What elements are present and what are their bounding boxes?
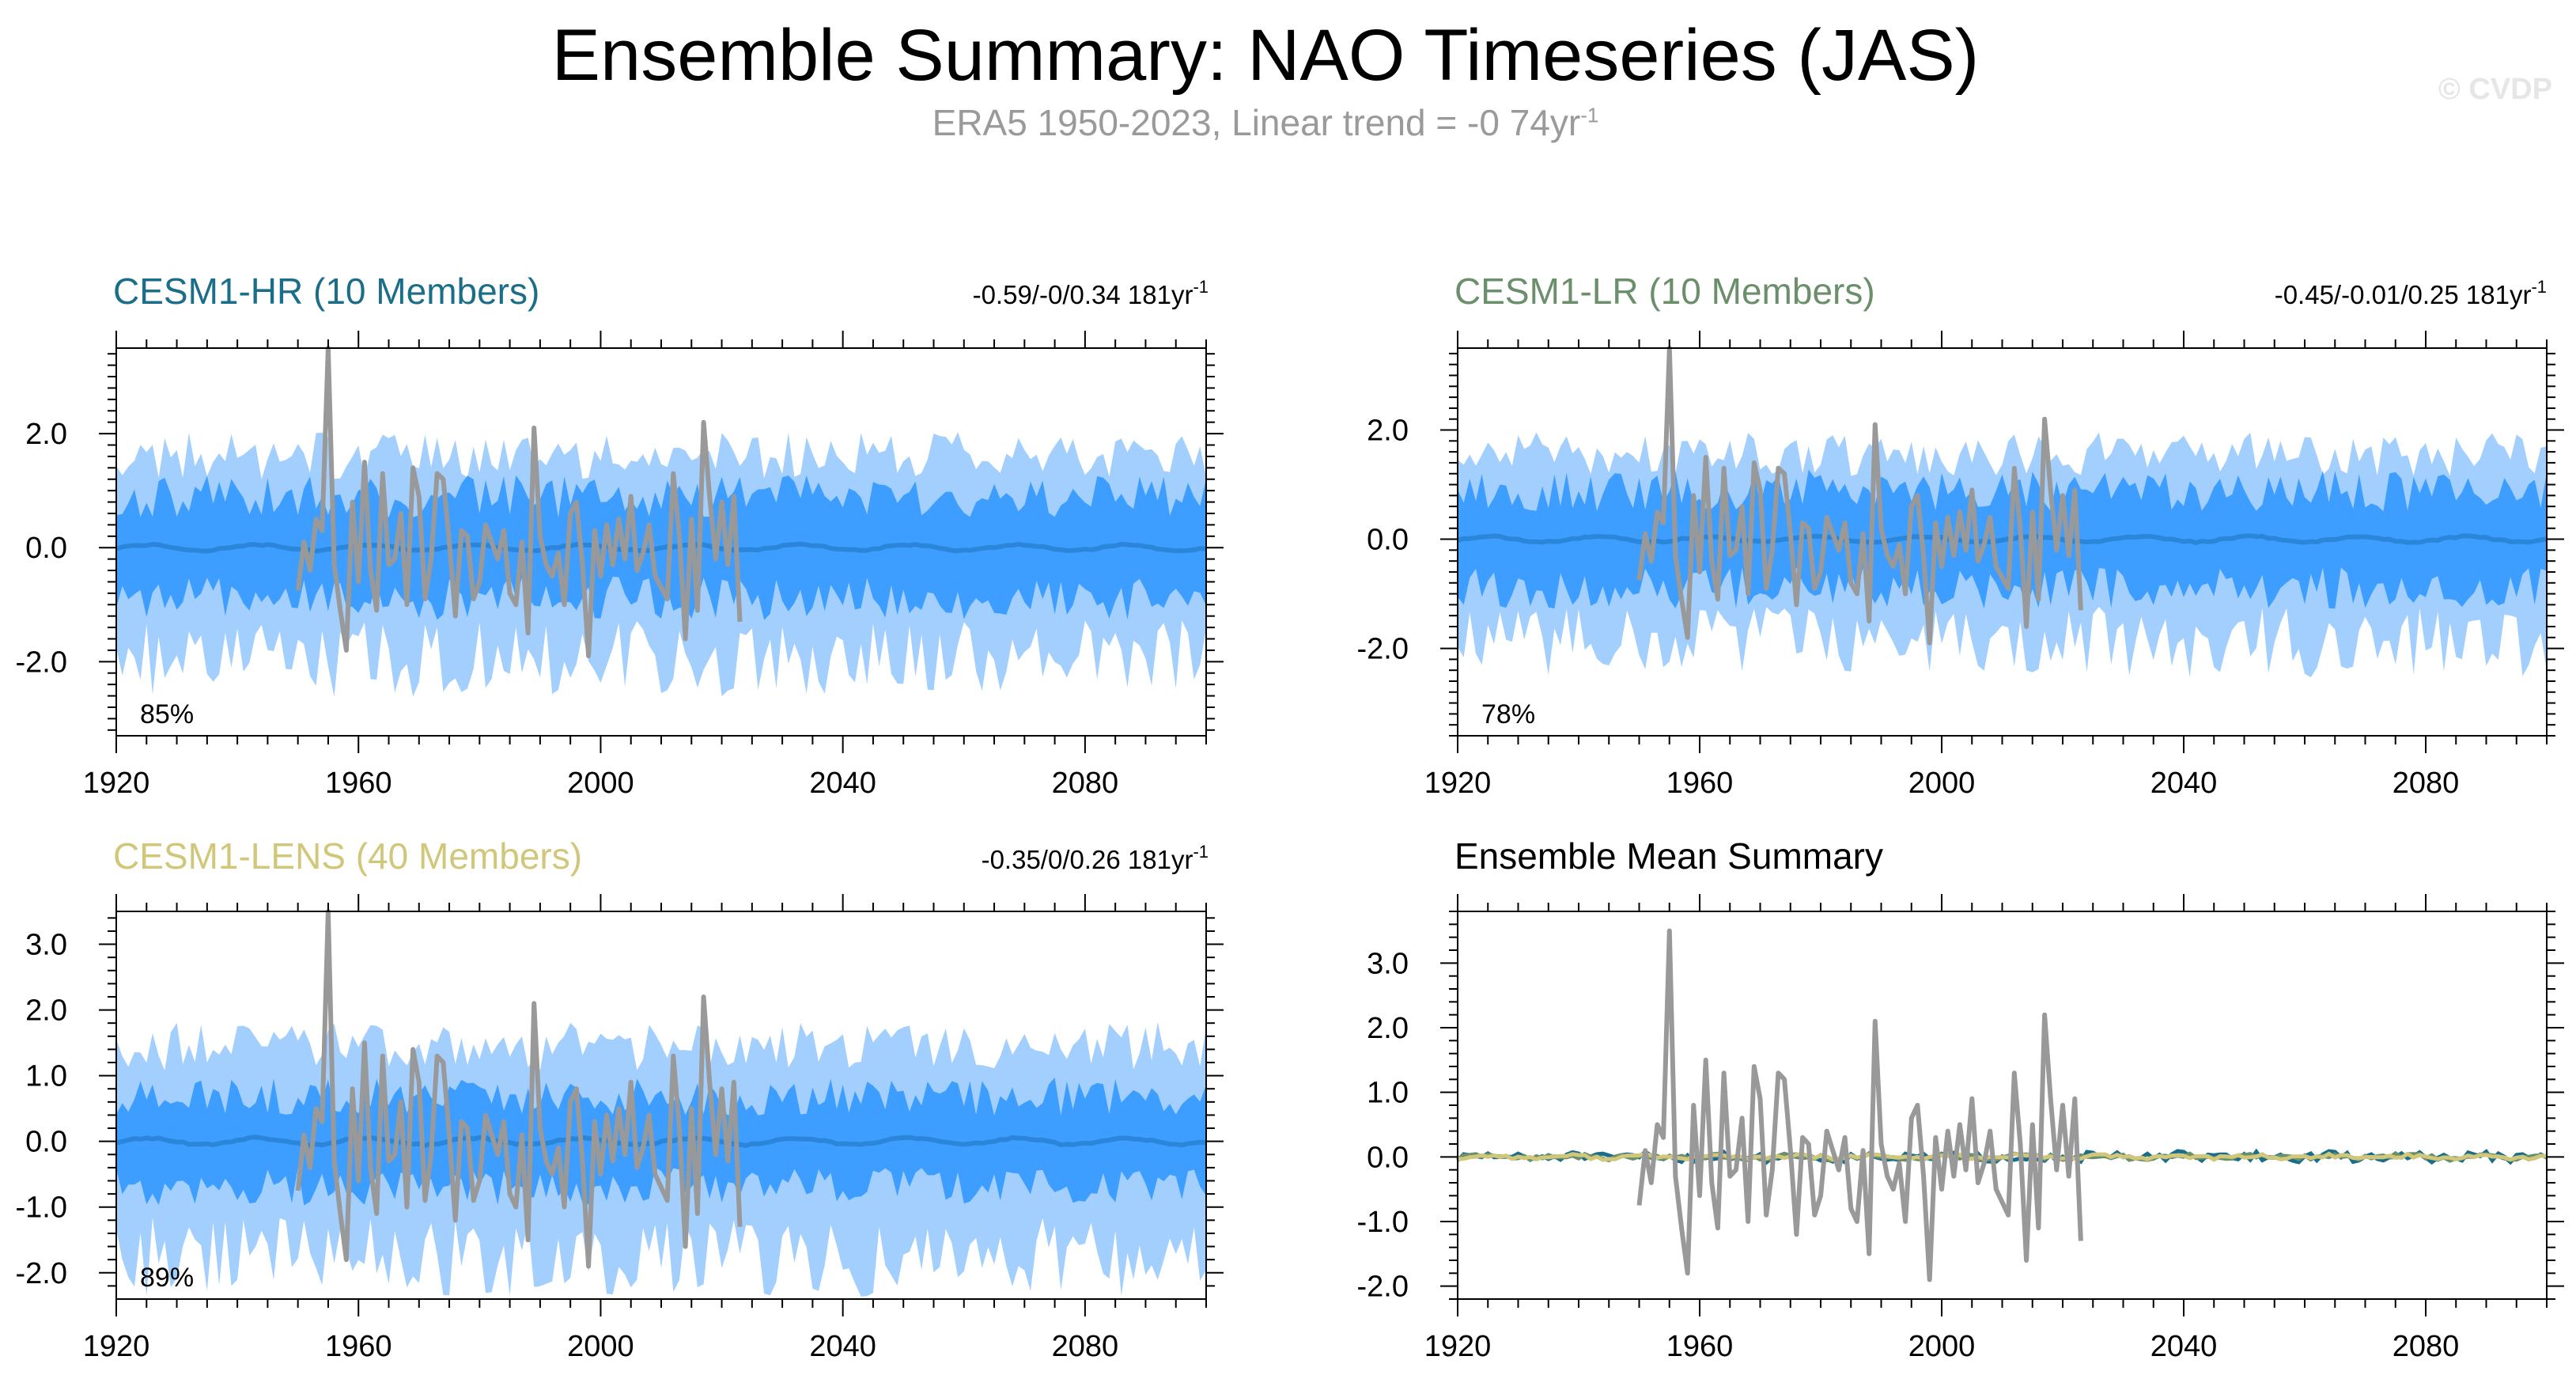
y-tick-label: -2.0 [1357,1271,1409,1304]
percent-label-hr: 85% [140,699,194,729]
panel-stats-hr: -0.59/-0/0.34 181yr-1 [973,277,1209,309]
y-tick-label: 0.0 [25,1126,67,1159]
x-tick-label: 1960 [325,767,392,800]
observed-line-mean [1636,928,2083,1282]
x-tick-label: 1960 [325,1330,392,1363]
y-tick-label: 3.0 [25,929,67,962]
y-tick-label: -2.0 [16,1257,67,1290]
ensemble-mean-lens [1457,1151,2548,1162]
y-tick-label: -1.0 [1357,1206,1409,1239]
panel-title-lr: CESM1-LR (10 Members) [1454,271,1875,312]
plot-frame-mean [1457,911,2548,1300]
y-tick-label: -2.0 [16,646,67,679]
x-tick-label: 1920 [83,767,150,800]
percent-label-lr: 78% [1481,699,1535,729]
y-tick-label: 0.0 [1367,524,1409,557]
page-title: Ensemble Summary: NAO Timeseries (JAS) [551,15,1980,96]
ensemble-mean-line-lr [1457,533,2548,546]
y-tick-label: 2.0 [25,418,67,451]
panel-hr: CESM1-HR (10 Members) -0.59/-0/0.34 181yr… [16,271,1224,800]
percent-label-lens: 89% [140,1263,194,1293]
ensemble-mean-line-lens [115,1135,1207,1149]
x-tick-label: 2040 [809,1330,876,1363]
x-tick-label: 2080 [2393,1330,2460,1363]
y-tick-label: 1.0 [25,1060,67,1093]
y-tick-label: -2.0 [1357,633,1409,666]
page-subtitle: ERA5 1950-2023, Linear trend = -0 74yr-1 [0,101,2531,144]
panel-title-mean: Ensemble Mean Summary [1454,835,1883,877]
panel-stats-lens: -0.35/0/0.26 181yr-1 [982,842,1209,874]
x-tick-label: 1920 [1424,767,1492,800]
panel-title-lens: CESM1-LENS (40 Members) [113,835,582,877]
x-tick-label: 2000 [567,767,634,800]
y-tick-label: 2.0 [25,994,67,1028]
panel-title-hr: CESM1-HR (10 Members) [113,271,539,312]
x-tick-label: 1960 [1666,1330,1734,1363]
x-tick-label: 1920 [1424,1330,1492,1363]
panel-lens: CESM1-LENS (40 Members) -0.35/0/0.26 181y… [16,835,1224,1363]
x-tick-label: 2080 [1052,767,1119,800]
x-tick-label: 2000 [1908,1330,1976,1363]
subtitle-superscript: -1 [1580,103,1599,127]
x-tick-label: 2040 [2150,1330,2218,1363]
x-tick-label: 1960 [1666,767,1734,800]
y-tick-label: 2.0 [1367,1012,1409,1045]
subtitle-text: ERA5 1950-2023, Linear trend = -0 74yr [932,102,1581,143]
panel-lr: CESM1-LR (10 Members) -0.45/-0.01/0.25 18… [1357,271,2564,800]
observed-line-lens [295,909,743,1269]
y-tick-label: 0.0 [25,532,67,565]
panel-stats-lr: -0.45/-0.01/0.25 181yr-1 [2275,277,2547,309]
x-tick-label: 2080 [2393,767,2460,800]
y-tick-label: -1.0 [16,1191,67,1225]
x-tick-label: 2080 [1052,1330,1119,1363]
ensemble-mean-line-hr [115,541,1207,554]
x-tick-label: 2040 [2150,767,2218,800]
x-tick-label: 2000 [1908,767,1976,800]
y-tick-label: 2.0 [1367,415,1409,448]
copyright-watermark: © CVDP [2438,73,2552,106]
x-tick-label: 1920 [83,1330,150,1363]
panel-mean: Ensemble Mean Summary 1920 1960 2000 2040 208… [1357,835,2564,1363]
y-tick-label: 0.0 [1367,1141,1409,1174]
x-tick-label: 2040 [809,767,876,800]
x-tick-label: 2000 [567,1330,634,1363]
y-tick-label: 3.0 [1367,947,1409,980]
y-tick-label: 1.0 [1367,1077,1409,1110]
observed-line-hr [295,346,743,659]
observed-line-lr [1636,346,2083,646]
